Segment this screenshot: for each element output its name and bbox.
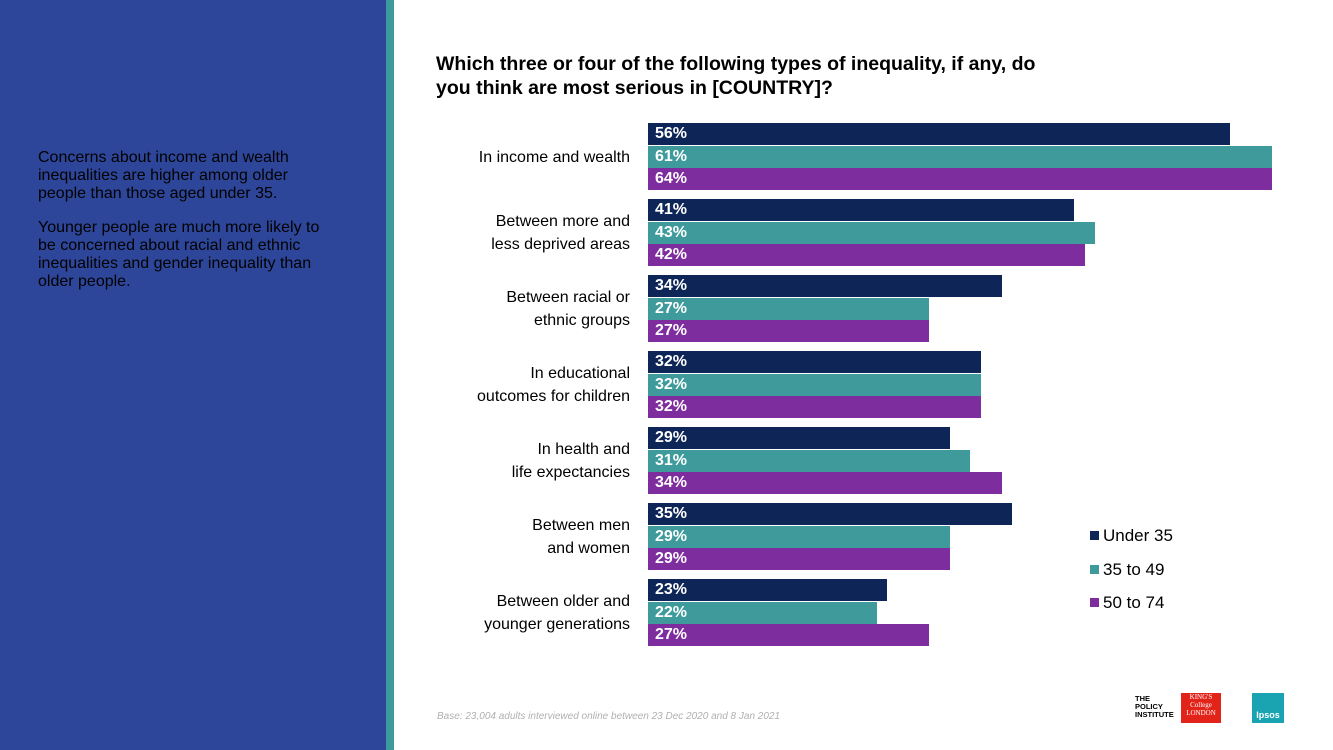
logo-ipsos: Ipsos	[1252, 693, 1284, 723]
legend-label: 50 to 74	[1103, 593, 1165, 612]
sidebar-paragraph: Concerns about income and wealth inequal…	[38, 149, 289, 202]
bar: 43%	[648, 221, 1096, 244]
bar: 64%	[648, 168, 1272, 191]
bar: 27%	[648, 320, 929, 343]
value-label: 27%	[655, 322, 688, 340]
sidebar	[0, 0, 386, 750]
bar: 34%	[648, 472, 1002, 495]
value-label: 27%	[655, 299, 688, 317]
value-label: 32%	[655, 375, 688, 393]
footnote: Base: 23,004 adults interviewed online b…	[437, 711, 781, 722]
value-label: 41%	[655, 201, 688, 218]
value-label: 31%	[655, 451, 688, 469]
legend-label: Under 35	[1103, 526, 1173, 545]
legend-item: 50 to 74	[1090, 593, 1164, 613]
value-label: 35%	[655, 505, 688, 522]
value-label: 29%	[655, 527, 688, 545]
category-label: Between more and less deprived areas	[491, 213, 630, 254]
bar: 32%	[648, 396, 981, 419]
bar: 32%	[648, 373, 981, 396]
bar: 29%	[648, 525, 950, 548]
sidebar-paragraph: Younger people are much more likely to b…	[38, 219, 320, 290]
bar: 35%	[648, 503, 1012, 525]
bar: 31%	[648, 449, 971, 472]
legend-item: Under 35	[1090, 526, 1173, 546]
value-label: 61%	[655, 147, 688, 165]
bar: 27%	[648, 624, 929, 647]
category-label: In educational outcomes for children	[477, 365, 630, 406]
bar: 32%	[648, 351, 981, 373]
value-label: 56%	[655, 125, 688, 142]
value-label: 29%	[655, 550, 688, 568]
logo-kings: KING'S College LONDON	[1181, 693, 1221, 723]
bar: 22%	[648, 601, 877, 624]
bar: 56%	[648, 123, 1231, 145]
value-label: 42%	[655, 246, 688, 264]
sidebar-text: Concerns about income and wealth inequal…	[38, 133, 338, 307]
category-label: Between racial or ethnic groups	[506, 289, 630, 330]
bar: 34%	[648, 275, 1002, 297]
value-label: 32%	[655, 398, 688, 416]
value-label: 34%	[655, 277, 688, 294]
legend-swatch	[1090, 598, 1099, 607]
chart-title: Which three or four of the following typ…	[436, 53, 1036, 99]
category-label: Between older and younger generations	[484, 593, 630, 634]
legend-label: 35 to 49	[1103, 559, 1165, 579]
value-label: 43%	[655, 223, 688, 241]
bar: 42%	[648, 244, 1085, 267]
value-label: 32%	[655, 353, 688, 370]
value-label: 64%	[655, 170, 688, 188]
category-label: In income and wealth	[478, 148, 630, 166]
value-label: 27%	[655, 626, 688, 644]
bar: 23%	[648, 579, 888, 601]
bar: 41%	[648, 199, 1075, 221]
bar: 29%	[648, 427, 950, 449]
plot-area: 56% 61% 64% 41% 43% 42% 34% 27% 27% 32% 32% 32% 29% 3…	[648, 0, 1272, 750]
value-label: 29%	[655, 429, 688, 446]
category-label: Between men and women	[532, 517, 630, 558]
logo-policy: THE POLICY INSTITUTE	[1135, 694, 1174, 719]
legend-swatch	[1090, 531, 1099, 540]
legend-item: 35 to 49	[1090, 560, 1164, 580]
value-label: 34%	[655, 474, 688, 492]
bar: 61%	[648, 145, 1272, 168]
value-label: 23%	[655, 581, 688, 598]
value-label: 22%	[655, 603, 688, 621]
accent-strip	[386, 0, 394, 750]
legend-swatch	[1090, 564, 1099, 574]
bar: 29%	[648, 548, 950, 571]
bar: 27%	[648, 297, 929, 320]
category-label: In health and life expectancies	[511, 441, 630, 482]
